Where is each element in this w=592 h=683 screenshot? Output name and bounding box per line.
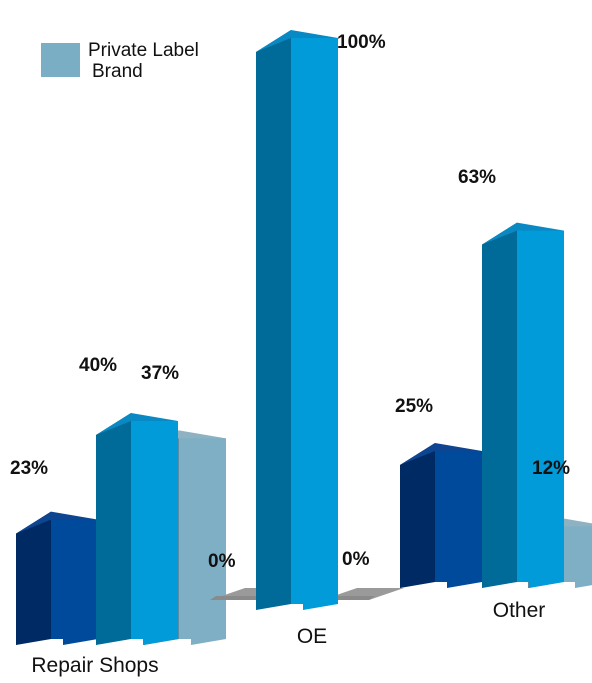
category-label-0: Repair Shops [31,654,158,677]
chart-data-labels: 23% 0% 25% 40% 100% 63% 37% 0% 12% [10,32,570,572]
bar-2-1 [482,222,564,588]
bar-edge [256,38,291,610]
category-label-1: OE [297,625,327,648]
legend-label-line-1: Private Label [88,40,199,61]
bar-edge [482,230,517,588]
data-label-1-2: 0% [342,549,370,570]
data-label-2-1: 63% [458,167,496,188]
legend-swatch [41,43,80,77]
bar-front [210,596,263,600]
chart-legend: Private Label Brand [41,40,199,82]
data-label-2-0: 25% [395,396,433,417]
chart-bars [16,30,592,645]
legend-label-line-2: Brand [92,61,143,82]
chart-category-labels: Repair Shops OE Other [31,599,545,677]
bar-face [291,38,338,604]
data-label-2-2: 12% [532,458,570,479]
bar-face [51,519,98,639]
bar-edge [16,519,51,645]
bar-1-1 [256,30,338,610]
data-label-1-1: 100% [337,32,386,53]
data-label-0-2: 37% [141,363,179,384]
bar-face [517,230,564,582]
bar-0-0 [16,511,98,645]
bar-edge [96,421,131,645]
category-label-2: Other [493,599,546,622]
bar-face [435,451,482,582]
bar-2-0 [400,443,482,588]
bar-edge [400,451,435,588]
bar-0-1 [96,413,178,645]
bar-face [179,438,226,639]
bar-face [131,421,178,639]
data-label-0-0: 23% [10,458,48,479]
data-label-1-0: 0% [208,551,236,572]
data-label-0-1: 40% [79,355,117,376]
bar-face [563,526,592,582]
